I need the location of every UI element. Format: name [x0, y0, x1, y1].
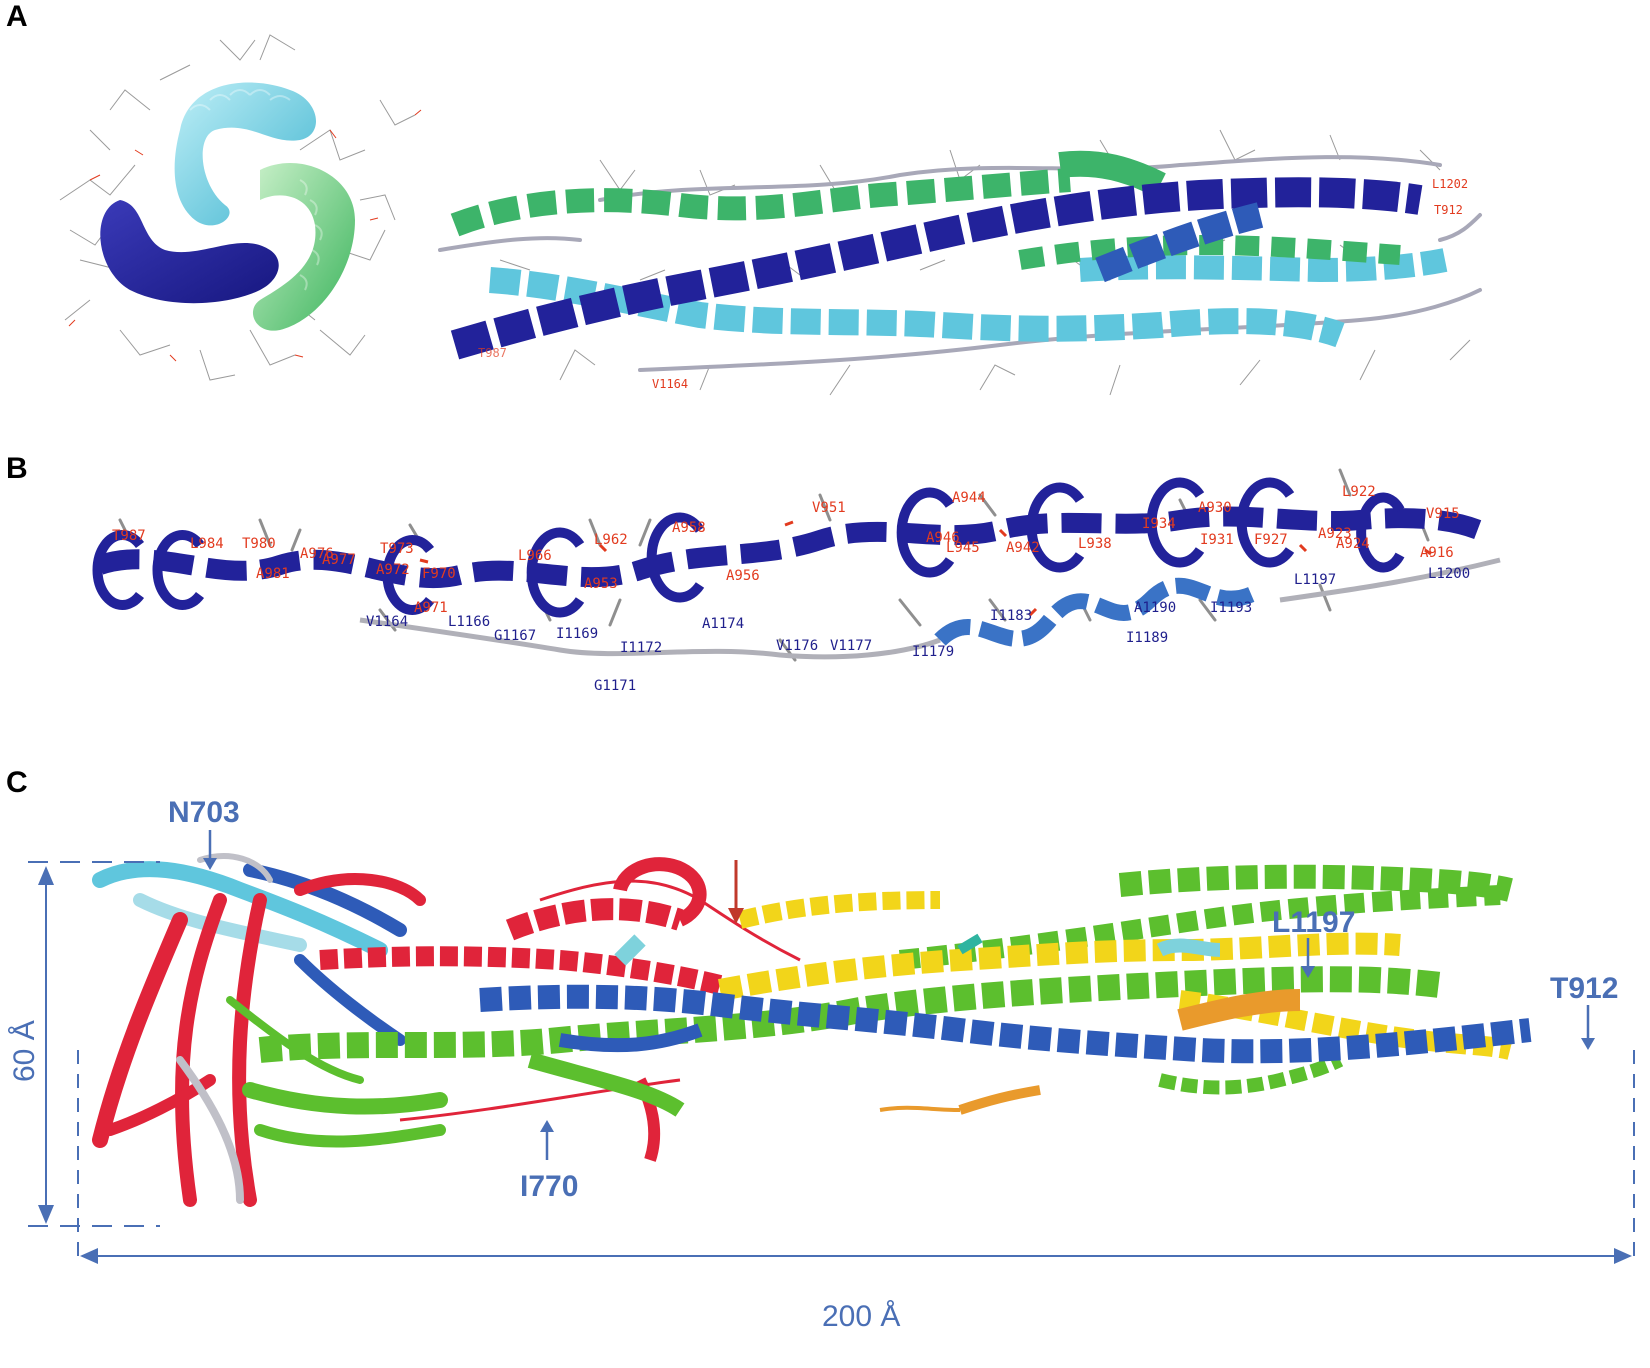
- label-l966: L966: [518, 548, 552, 564]
- label-l938: L938: [1078, 536, 1112, 552]
- label-l922: L922: [1342, 484, 1376, 500]
- green-helix-tube: [252, 163, 355, 331]
- label-t973: T973: [380, 541, 414, 557]
- panel-a-side-view: L1202 T912 V1164 T987: [438, 129, 1482, 396]
- panel-c-trimer: N703 L1197 T912 I770 60 Å 200 Å: [8, 796, 1635, 1333]
- panel-a-end-view: [59, 34, 422, 381]
- coil-b-right: [1279, 557, 1501, 603]
- label-v1177: V1177: [830, 638, 872, 654]
- label-l1202: L1202: [1432, 177, 1468, 191]
- head-beta-sheets: [92, 853, 448, 1207]
- label-v1164: V1164: [366, 614, 408, 630]
- dim-width-label: 200 Å: [822, 1300, 900, 1333]
- blue-helix-b: [934, 577, 1265, 647]
- helix-ridges: [189, 89, 323, 291]
- red-cleavage-arrow: [728, 860, 744, 924]
- label-i1193: I1193: [1210, 600, 1252, 616]
- label-l1200: L1200: [1428, 566, 1470, 582]
- label-a972: A972: [376, 562, 410, 578]
- label-a930: A930: [1198, 500, 1232, 516]
- annot-i770: I770: [520, 1170, 578, 1203]
- label-v1164: V1164: [652, 377, 688, 391]
- side-chain-oxygens: [68, 109, 422, 362]
- annotation-arrows: [203, 830, 1595, 1160]
- label-v915: V915: [1426, 506, 1460, 522]
- label-v951: V951: [812, 500, 846, 516]
- panel-b-helix-pair: T987 L984 T980 A976 A977 T973 A981 A972 …: [92, 468, 1501, 694]
- annot-l1197: L1197: [1272, 906, 1355, 939]
- label-i1172: I1172: [620, 640, 662, 656]
- label-f970: F970: [422, 566, 456, 582]
- label-t987-a: T987: [478, 346, 507, 360]
- label-l962: L962: [594, 532, 628, 548]
- label-i1179: I1179: [912, 644, 954, 660]
- blue-helix-segment: [1095, 202, 1264, 283]
- label-a942: A942: [1006, 540, 1040, 556]
- label-a946: A946: [926, 530, 960, 546]
- label-i934: I934: [1142, 516, 1176, 532]
- label-a1190: A1190: [1134, 600, 1176, 616]
- label-g1167: G1167: [494, 628, 536, 644]
- label-l1197: L1197: [1294, 572, 1336, 588]
- blue-helices: [479, 984, 1532, 1064]
- arrowhead-i770: [540, 1120, 554, 1132]
- navy-helix-tube: [100, 200, 279, 304]
- teal-segments: [614, 933, 1221, 966]
- label-a976: A976: [300, 546, 334, 562]
- label-i1189: I1189: [1126, 630, 1168, 646]
- red-residue-labels: T987 L984 T980 A976 A977 T973 A981 A972 …: [112, 484, 1460, 616]
- cyan-helix-tube: [174, 82, 317, 226]
- coil-b: [359, 617, 941, 660]
- red-helices: [319, 857, 801, 1162]
- label-i1169: I1169: [556, 626, 598, 642]
- blue-residue-labels: V1164 L1166 G1167 I1169 I1172 A1174 V117…: [366, 566, 1470, 694]
- label-v1176: V1176: [776, 638, 818, 654]
- label-a1174: A1174: [702, 616, 744, 632]
- arrowhead-t912: [1581, 1038, 1595, 1050]
- panel-label-a: A: [6, 0, 28, 33]
- label-a956: A956: [726, 568, 760, 584]
- label-t912: T912: [1434, 203, 1463, 217]
- dim-height-label: 60 Å: [8, 1020, 41, 1082]
- orange-segments: [879, 989, 1301, 1115]
- label-t980: T980: [242, 536, 276, 552]
- label-g1171: G1171: [594, 678, 636, 694]
- label-i931: I931: [1200, 532, 1234, 548]
- annot-t912: T912: [1550, 972, 1618, 1005]
- green-helix-ribbon: [450, 150, 1166, 237]
- label-i1183: I1183: [990, 608, 1032, 624]
- label-a953: A953: [584, 576, 618, 592]
- label-a977: A977: [322, 552, 356, 568]
- label-a958: A958: [672, 520, 706, 536]
- label-l1166: L1166: [448, 614, 490, 630]
- navy-helix-turns: [92, 477, 1405, 618]
- navy-helix-b: [96, 506, 1495, 589]
- label-a981: A981: [256, 566, 290, 582]
- label-t987: T987: [112, 528, 146, 544]
- label-a944: A944: [952, 490, 986, 506]
- annot-n703: N703: [168, 796, 240, 829]
- arrowhead-n703: [203, 858, 217, 870]
- navy-helix-ribbon: [450, 177, 1423, 360]
- label-f927: F927: [1254, 532, 1288, 548]
- label-a916: A916: [1420, 545, 1454, 561]
- green-helix-ribbon-lower: [1018, 234, 1401, 270]
- dimension-lines: [28, 861, 1635, 1264]
- label-a924: A924: [1336, 536, 1370, 552]
- arrowhead-l1197: [1301, 966, 1315, 978]
- panel-label-b: B: [6, 452, 28, 485]
- panel-label-c: C: [6, 766, 28, 799]
- label-l945: L945: [946, 540, 980, 556]
- label-l984: L984: [190, 536, 224, 552]
- label-a923: A923: [1318, 526, 1352, 542]
- label-a971: A971: [414, 600, 448, 616]
